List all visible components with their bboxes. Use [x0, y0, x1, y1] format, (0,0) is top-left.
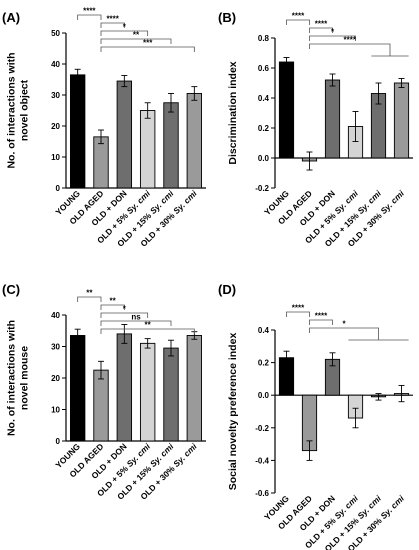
- bar-2: [116, 80, 133, 189]
- chart-panel-3: (D) Social novelty preference index -0.6 -0…: [218, 282, 413, 550]
- y-tick-label: -0.6: [255, 489, 269, 498]
- sig-label-1: ****: [315, 312, 328, 321]
- bar-2: [324, 79, 341, 159]
- bar-0: [69, 74, 86, 189]
- sig-bracket-3: [100, 38, 172, 44]
- y-tick-label: 10: [51, 406, 60, 415]
- sig-bracket-3: [309, 43, 391, 56]
- panel-label: (B): [218, 10, 236, 25]
- sig-bracket-1: [309, 27, 333, 33]
- sig-bracket-4: [100, 328, 195, 334]
- y-tick-label: 0.2: [258, 359, 270, 368]
- bar-5: [186, 335, 203, 442]
- y-axis-label: Discrimination index: [227, 61, 239, 164]
- sig-bracket-2: [309, 35, 356, 41]
- y-tick-label: 0: [56, 184, 61, 193]
- y-tick-label: 40: [51, 311, 60, 320]
- bar-4: [163, 347, 179, 442]
- sig-label-2: *: [123, 305, 127, 314]
- sig-bracket-2: [100, 312, 149, 318]
- y-axis-label: novel object: [19, 79, 31, 141]
- y-axis-label: No. of interactions with: [6, 52, 18, 168]
- sig-bracket-1: [100, 304, 125, 310]
- y-tick-label: 0.8: [258, 34, 270, 43]
- sig-bracket-1: [100, 22, 125, 28]
- sig-bracket-1: [309, 319, 333, 325]
- panel-label: (D): [218, 282, 236, 297]
- chart-panel-0: (A) No. of interactions with novel object 0…: [2, 7, 206, 249]
- bar-4: [163, 102, 179, 189]
- sig-label-0: ****: [292, 12, 305, 21]
- sig-bracket-4: [100, 46, 195, 52]
- bar-3: [139, 342, 156, 442]
- panel-label: (A): [2, 10, 20, 25]
- sig-bracket-2: [309, 327, 379, 340]
- sig-bracket-0: [77, 296, 102, 302]
- y-tick-label: 30: [51, 343, 60, 352]
- y-tick-label: 0.4: [258, 94, 270, 103]
- y-tick-label: 20: [51, 122, 60, 131]
- sig-label-3: ****: [344, 36, 357, 45]
- y-tick-label: 20: [51, 374, 60, 383]
- sig-bracket-0: [77, 14, 102, 20]
- sig-bracket-0: [286, 19, 310, 25]
- y-tick-label: 0: [56, 437, 61, 446]
- sig-label-3: ns: [131, 313, 141, 322]
- sig-bracket-3: [100, 320, 172, 326]
- y-tick-label: -0.2: [255, 424, 269, 433]
- y-tick-label: -0.4: [255, 456, 269, 465]
- sig-label-4: **: [145, 321, 152, 330]
- bar-1: [93, 136, 109, 189]
- y-tick-label: 0.2: [258, 124, 270, 133]
- y-tick-label: 30: [51, 91, 60, 100]
- sig-label-0: ****: [292, 304, 305, 313]
- y-tick-label: 50: [51, 29, 60, 38]
- sig-label-1: **: [110, 297, 117, 306]
- y-tick-label: 0.4: [258, 326, 270, 335]
- y-axis-label: Social novelty preference index: [227, 333, 239, 491]
- bar-1: [93, 369, 109, 442]
- bar-5: [393, 82, 410, 159]
- sig-label-2: *: [331, 28, 335, 37]
- y-tick-label: 0.0: [258, 391, 270, 400]
- bar-5: [186, 92, 203, 189]
- y-tick-label: 0.0: [258, 154, 270, 163]
- bar-2: [116, 333, 133, 442]
- sig-label-2: *: [123, 23, 127, 32]
- y-axis-label: No. of interactions with: [6, 320, 18, 436]
- bar-0: [278, 61, 295, 159]
- y-tick-label: -0.2: [255, 184, 269, 193]
- chart-panel-2: (C) No. of interactions with novel mouse 0 1…: [2, 282, 206, 502]
- sig-label-2: *: [342, 320, 346, 329]
- bar-0: [69, 335, 86, 442]
- sig-label-4: ***: [143, 39, 153, 48]
- sig-label-0: ****: [83, 7, 96, 16]
- y-axis-label: novel mouse: [19, 346, 31, 410]
- panel-label: (C): [2, 282, 20, 297]
- sig-label-3: **: [133, 31, 140, 40]
- y-tick-label: 10: [51, 153, 60, 162]
- sig-bracket-2: [100, 30, 149, 36]
- y-tick-label: 40: [51, 60, 60, 69]
- y-tick-label: 0.6: [258, 64, 270, 73]
- sig-label-1: ****: [315, 20, 328, 29]
- chart-panel-1: (B) Discrimination index -0.2 0.0 0.2 0.4 0.6 0…: [218, 10, 413, 249]
- sig-label-0: **: [86, 289, 93, 298]
- sig-label-1: ****: [106, 15, 119, 24]
- sig-bracket-0: [286, 311, 310, 317]
- bar-3: [139, 110, 156, 189]
